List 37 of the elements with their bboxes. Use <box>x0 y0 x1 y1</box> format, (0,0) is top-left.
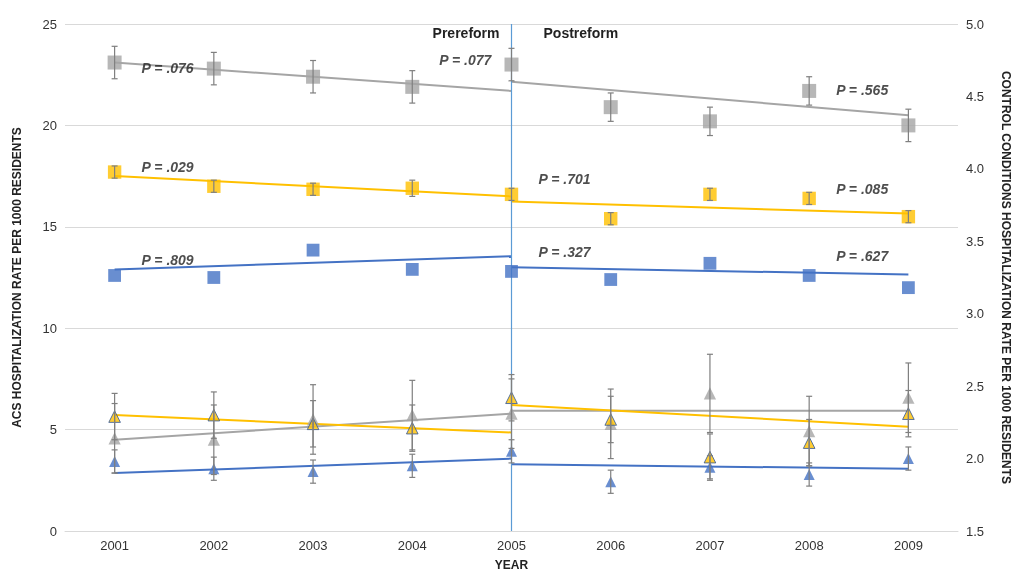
x-tick-label: 2006 <box>596 538 626 553</box>
x-axis-title: YEAR <box>494 558 529 572</box>
y2-tick-label: 5.0 <box>966 16 985 32</box>
annotation: Postreform <box>543 25 619 41</box>
y2-tick-label: 2.0 <box>966 451 985 467</box>
y-tick-label: 15 <box>42 219 57 235</box>
x-tick-label: 2003 <box>298 538 328 553</box>
annotation: P = .627 <box>836 248 890 265</box>
y2-axis-title: CONTROL CONDITIONS HOSPITALIZATION RATE PER 1000 RESIDENTS <box>999 70 1013 485</box>
x-tick-label: 2005 <box>497 538 526 553</box>
x-tick-label: 2004 <box>397 538 427 553</box>
annotation: P = .565 <box>836 82 889 99</box>
x-tick-label: 2009 <box>893 538 923 553</box>
y2-tick-label: 3.0 <box>966 306 985 322</box>
y2-tick-label: 3.5 <box>966 233 985 249</box>
y2-tick-label: 1.5 <box>966 523 985 539</box>
y2-tick-label: 4.5 <box>966 88 985 104</box>
y2-tick-label: 4.0 <box>966 161 985 177</box>
annotation: P = .029 <box>141 159 194 176</box>
y2-tick-label: 2.5 <box>966 378 985 394</box>
y-tick-label: 5 <box>49 422 57 438</box>
annotation: P = .077 <box>439 51 493 68</box>
x-tick-label: 2002 <box>199 538 229 553</box>
x-tick-label: 2008 <box>794 538 824 553</box>
x-tick-label: 2001 <box>100 538 130 553</box>
annotation: P = .809 <box>141 252 194 269</box>
y-tick-label: 10 <box>42 320 57 336</box>
x-tick-label: 2007 <box>695 538 725 553</box>
annotation: P = .327 <box>538 244 592 261</box>
annotation: P = .076 <box>141 59 194 76</box>
y-tick-label: 0 <box>49 523 57 539</box>
annotation: P = .701 <box>538 171 591 188</box>
y-tick-label: 20 <box>42 117 57 133</box>
annotation: Prereform <box>432 25 500 41</box>
y-axis-title: ACS HOSPITALIZATION RATE PER 1000 RESIDENTS <box>10 127 24 428</box>
annotation: P = .085 <box>836 181 889 198</box>
y-tick-label: 25 <box>42 16 57 32</box>
